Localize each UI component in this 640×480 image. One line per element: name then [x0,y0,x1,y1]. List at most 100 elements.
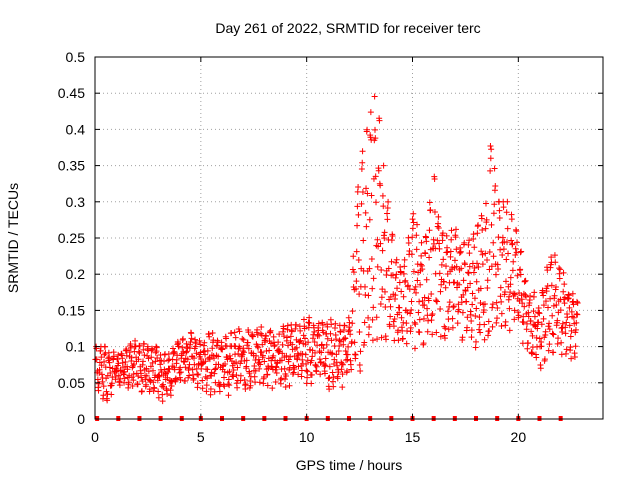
data-point [361,339,368,346]
data-point [190,375,197,382]
data-point [401,256,408,263]
data-point [195,371,202,378]
data-point [227,355,234,362]
data-point [339,361,346,368]
data-point [235,345,242,352]
data-point [442,263,449,270]
data-point [233,359,240,366]
data-point [257,361,264,368]
data-point [445,316,452,323]
data-point [549,312,556,319]
data-point [454,320,461,327]
data-point [452,226,459,233]
data-point [295,371,302,378]
data-point [204,366,211,373]
data-point [524,345,531,352]
data-point [218,339,225,346]
data-point [458,265,465,272]
data-point [146,386,153,393]
data-point [264,382,271,389]
x-tick-label: 15 [405,429,421,445]
data-point [385,265,392,272]
data-point [420,315,427,322]
data-point [151,385,158,392]
data-point [570,314,577,321]
data-point [378,294,385,301]
data-point [340,341,347,348]
data-point [508,237,515,244]
data-point [520,319,527,326]
data-point [492,271,499,278]
data-point [550,349,557,356]
y-tick-label: 0.5 [66,49,86,65]
data-point [484,257,491,264]
data-point [551,252,558,259]
data-point [466,263,473,270]
x-axis-label: GPS time / hours [296,457,403,473]
data-point [417,281,424,288]
data-point [303,367,310,374]
data-point [339,371,346,378]
data-point [420,340,427,347]
data-point [417,261,424,268]
data-point [487,143,494,150]
data-point [281,365,288,372]
data-point [179,335,186,342]
data-point [411,345,418,352]
data-point [498,310,505,317]
x-tick-label: 10 [299,429,315,445]
data-point [377,300,384,307]
data-point [511,307,518,314]
data-point [332,320,339,327]
data-point [308,357,315,364]
data-point [381,288,388,295]
data-point [430,240,437,247]
data-point [437,333,444,340]
data-point [450,303,457,310]
data-point [191,355,198,362]
data-point [167,392,174,399]
data-point [521,303,528,310]
data-point [448,227,455,234]
data-point [369,316,376,323]
data-point [177,364,184,371]
data-point [452,234,459,241]
data-point [208,369,215,376]
data-point [130,377,137,384]
data-point [221,374,228,381]
data-point [302,335,309,342]
data-point [493,299,500,306]
data-point [378,266,385,273]
data-point [305,324,312,331]
data-point [395,337,402,344]
data-point [355,257,362,264]
data-point [562,350,569,357]
data-point [202,373,209,380]
data-point [253,352,260,359]
data-point [301,325,308,332]
data-point [211,388,218,395]
data-point [510,290,517,297]
y-tick-label: 0.45 [58,85,85,101]
data-point [412,283,419,290]
data-point [456,249,463,256]
data-point [396,304,403,311]
data-point [439,237,446,244]
data-point [134,381,141,388]
data-point [540,302,547,309]
data-point [479,251,486,258]
data-point [450,304,457,311]
data-point [403,320,410,327]
data-point [288,328,295,335]
data-point [375,167,382,174]
data-point [352,351,359,358]
data-point [280,333,287,340]
data-point [484,277,491,284]
data-point [525,313,532,320]
data-point [345,314,352,321]
data-point [389,232,396,239]
data-point [211,370,218,377]
data-point [255,356,262,363]
data-point [508,216,515,223]
data-point [572,326,579,333]
